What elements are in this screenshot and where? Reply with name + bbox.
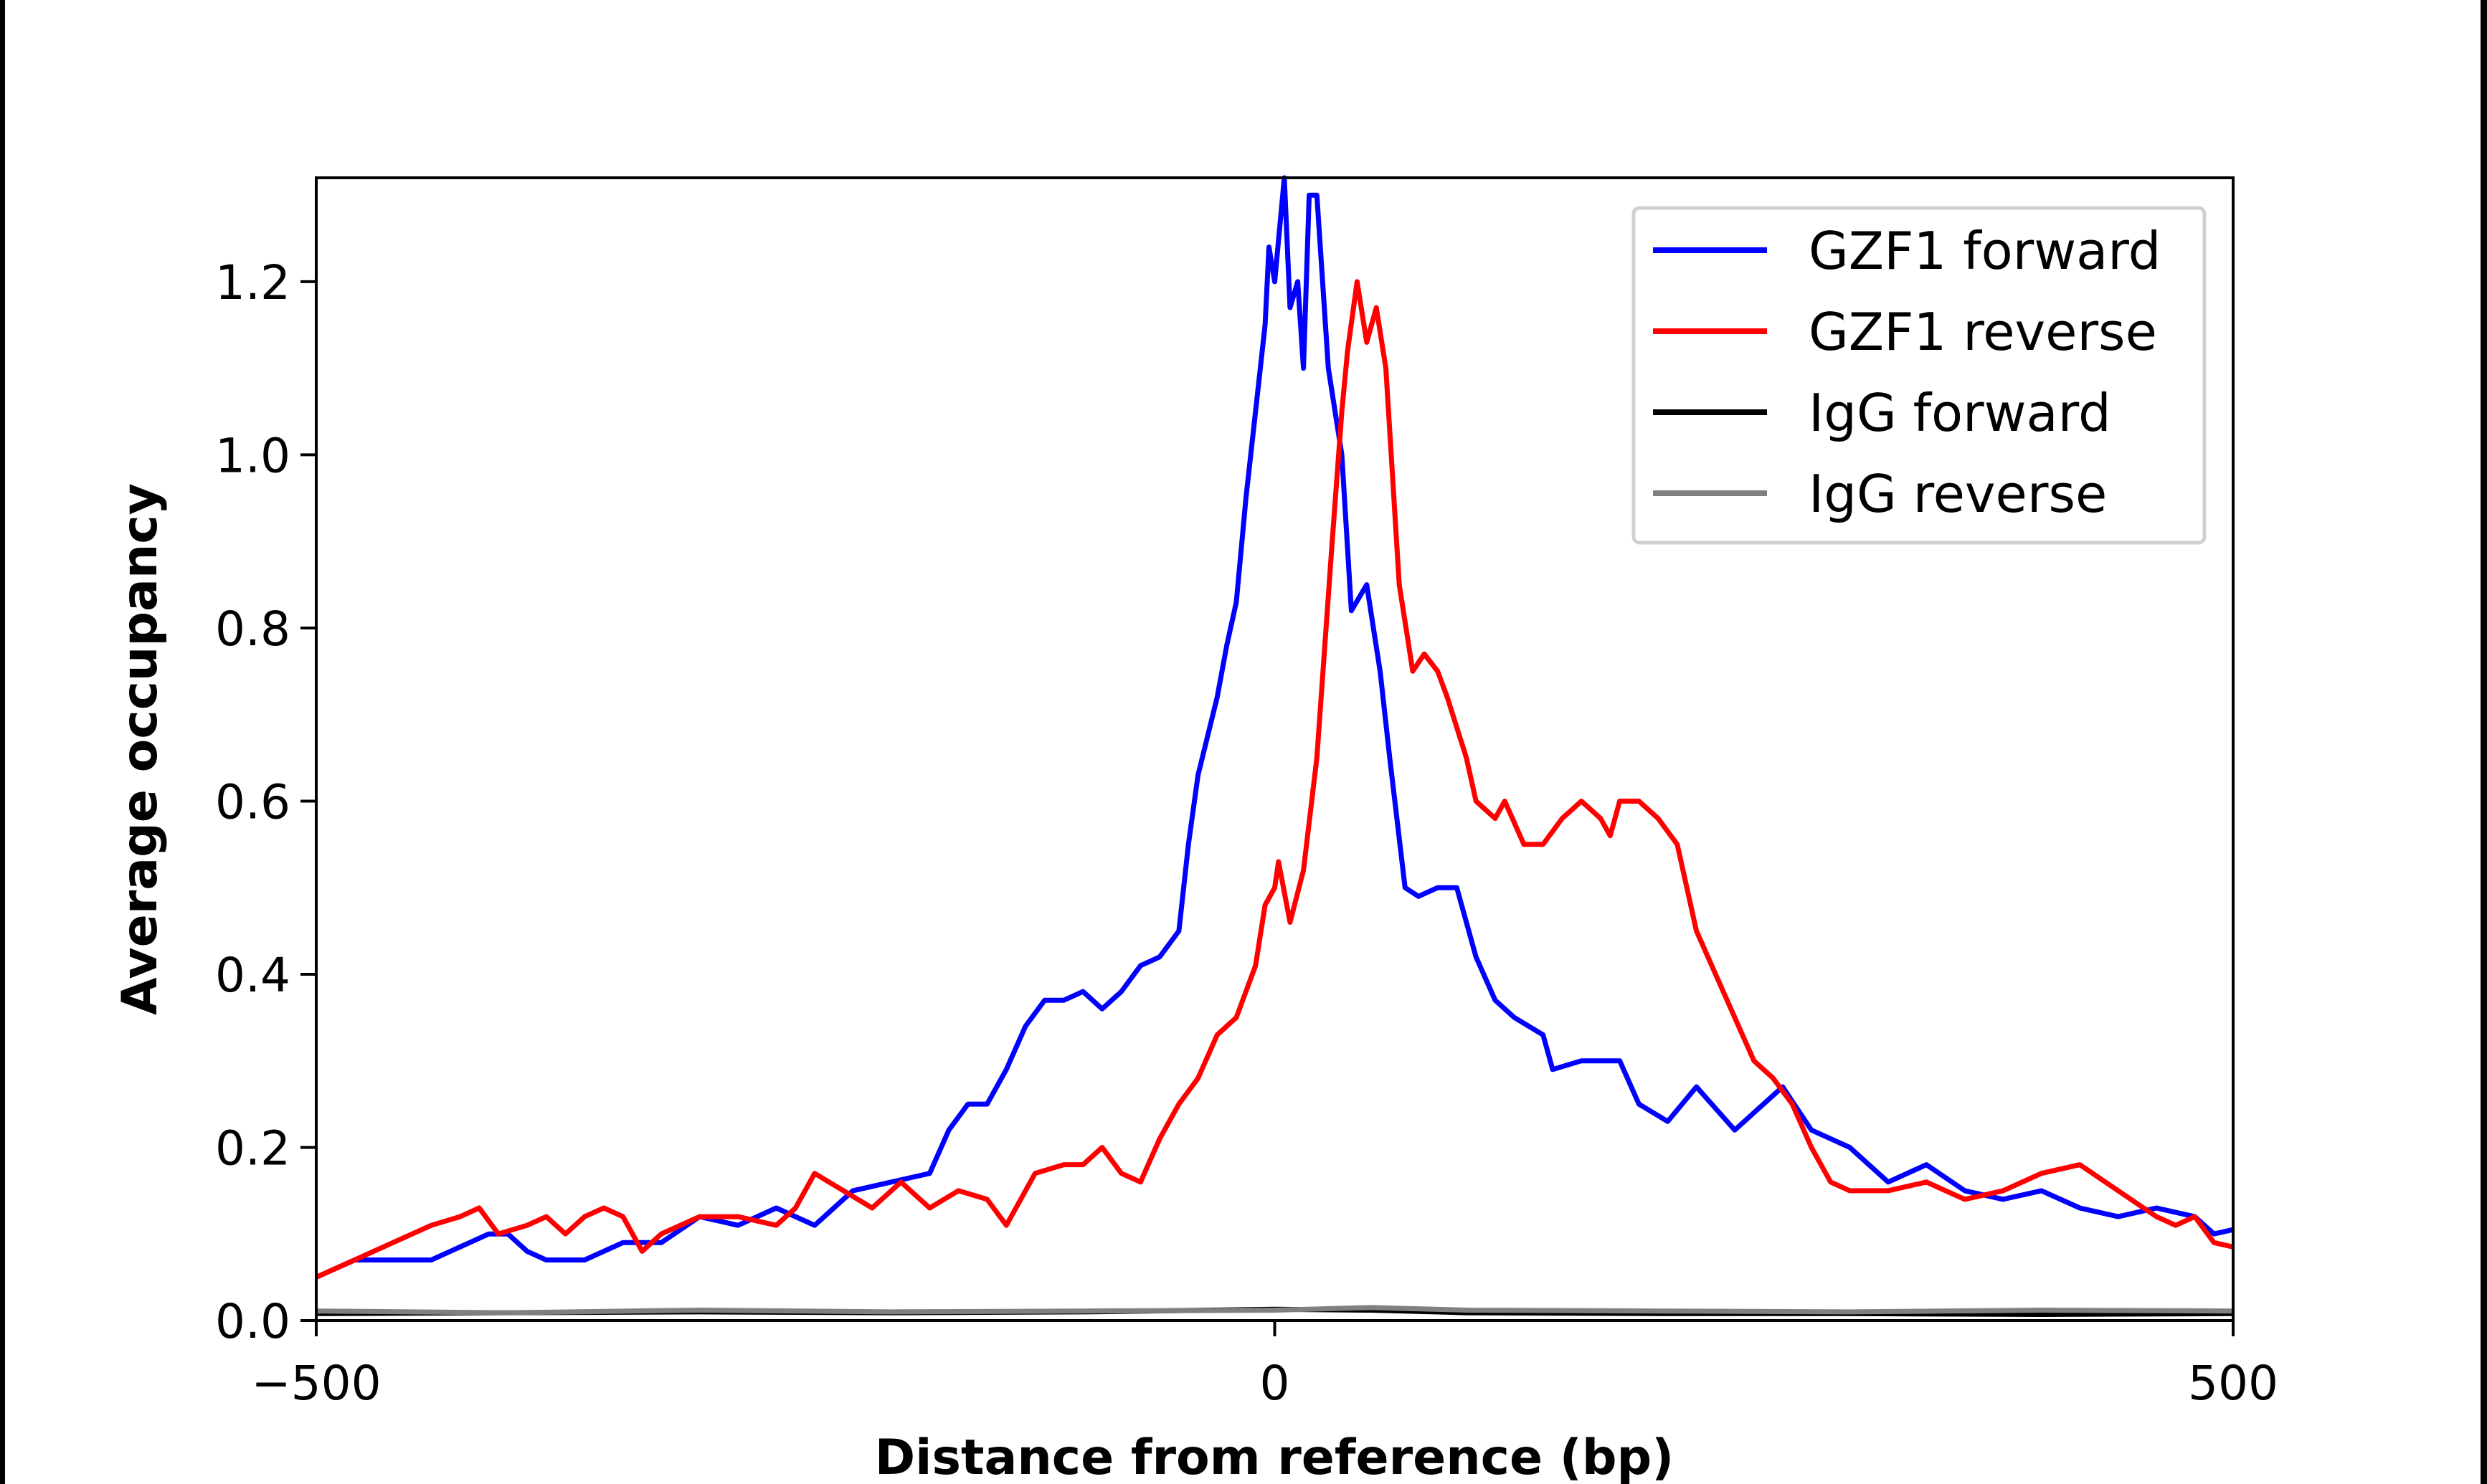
y-tick-label: 0.2 (215, 1121, 290, 1176)
series-line-gzf1-forward (315, 175, 2234, 1280)
x-tick-label: −500 (251, 1356, 381, 1411)
legend-label: IgG reverse (1809, 464, 2107, 524)
series-line-igg-reverse (316, 1305, 2234, 1316)
y-tick-label: 0.4 (215, 948, 290, 1003)
series-layer (315, 175, 2234, 1317)
legend-label: GZF1 reverse (1809, 302, 2157, 362)
x-tick-label: 0 (1260, 1356, 1290, 1411)
series-line-gzf1-reverse (315, 279, 2234, 1280)
legend-entry: IgG reverse (1653, 464, 2107, 524)
legend-entry: GZF1 forward (1653, 221, 2161, 281)
ticks-layer: 0.0 0.2 0.4 0.6 0.8 1.0 1.2 −500 0 500 (215, 255, 2278, 1411)
y-tick-label: 1.2 (215, 255, 290, 310)
y-tick-label: 0.6 (215, 774, 290, 829)
legend: GZF1 forward GZF1 reverse IgG forward IgG r… (1631, 206, 2207, 545)
x-tick-label: 500 (2188, 1356, 2278, 1411)
legend-entry: IgG forward (1653, 383, 2111, 443)
left-border (0, 0, 5, 1484)
legend-box (1631, 206, 2207, 545)
legend-entry: GZF1 reverse (1653, 302, 2157, 362)
y-tick-label: 1.0 (215, 428, 290, 483)
legend-entries: GZF1 forward GZF1 reverse IgG forward IgG r… (1653, 221, 2161, 524)
x-axis-label: Distance from reference (bp) (875, 1430, 1674, 1484)
right-border (2481, 0, 2487, 1484)
y-tick-label: 0.0 (215, 1294, 290, 1349)
legend-label: IgG forward (1809, 383, 2111, 443)
y-axis-label: Average occupancy (112, 483, 169, 1015)
y-tick-label: 0.8 (215, 601, 290, 657)
legend-label: GZF1 forward (1809, 221, 2161, 281)
